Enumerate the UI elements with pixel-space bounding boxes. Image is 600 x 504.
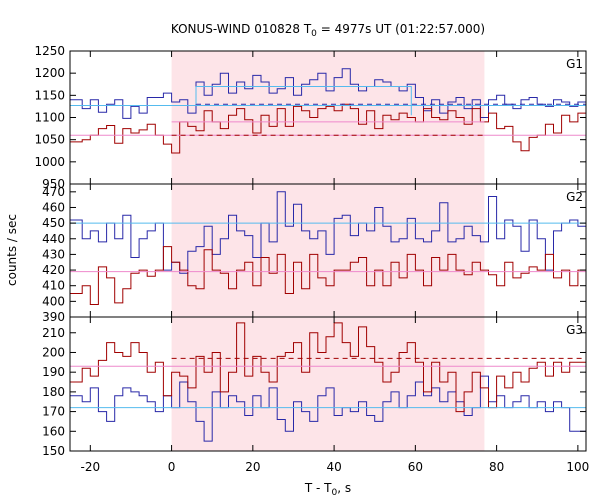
y-tick-label: 410 <box>42 279 65 293</box>
y-tick-label: 470 <box>42 185 65 199</box>
x-tick-label: 100 <box>566 460 589 474</box>
y-tick-label: 1100 <box>34 111 65 125</box>
y-tick-label: 180 <box>42 385 65 399</box>
y-tick-label: 1200 <box>34 66 65 80</box>
x-tick-label: -20 <box>81 460 101 474</box>
y-tick-label: 1000 <box>34 155 65 169</box>
series-red-step-1 <box>70 246 586 305</box>
panel-label: G2 <box>566 190 583 204</box>
y-tick-label: 460 <box>42 200 65 214</box>
y-tick-label: 1250 <box>34 44 65 58</box>
y-axis-title: counts / sec <box>5 214 19 286</box>
x-tick-label: 20 <box>245 460 260 474</box>
y-tick-label: 440 <box>42 232 65 246</box>
panel-label: G1 <box>566 57 583 71</box>
y-tick-label: 450 <box>42 216 65 230</box>
y-tick-label: 190 <box>42 365 65 379</box>
y-tick-label: 1150 <box>34 88 65 102</box>
y-tick-label: 160 <box>42 424 65 438</box>
x-axis-ticks: -20 0 20 40 60 80 100 <box>81 51 589 474</box>
y-tick-label: 390 <box>42 310 65 324</box>
chart-title: KONUS-WIND 010828 T0 = 4977s UT (01:22:5… <box>171 22 485 39</box>
x-tick-label: 80 <box>489 460 504 474</box>
y-tick-label: 200 <box>42 345 65 359</box>
y-tick-label: 210 <box>42 326 65 340</box>
y-tick-label: 950 <box>42 177 65 191</box>
x-tick-label: 40 <box>326 460 341 474</box>
x-axis-title: T - T0, s <box>304 481 351 498</box>
shaded-interval <box>171 184 485 317</box>
y-tick-label: 170 <box>42 405 65 419</box>
series-red-step-1 <box>70 322 586 413</box>
panel-g3: 150 160 170 180 190 200 210 G3 <box>42 316 587 458</box>
y-tick-label: 400 <box>42 294 65 308</box>
series-blue-step-0 <box>70 68 586 119</box>
panel-g1: 950 1000 1050 1100 1150 1200 1250 G1 <box>34 44 587 191</box>
series-cyan-solid-4 <box>196 86 412 116</box>
y-tick-label: 150 <box>42 444 65 458</box>
x-tick-label: 0 <box>168 460 176 474</box>
panel-frame <box>69 316 587 452</box>
y-tick-label: 420 <box>42 263 65 277</box>
y-tick-label: 430 <box>42 247 65 261</box>
x-tick-label: 60 <box>408 460 423 474</box>
shaded-interval <box>171 317 485 451</box>
y-tick-label: 1050 <box>34 133 65 147</box>
panel-label: G3 <box>566 323 583 337</box>
